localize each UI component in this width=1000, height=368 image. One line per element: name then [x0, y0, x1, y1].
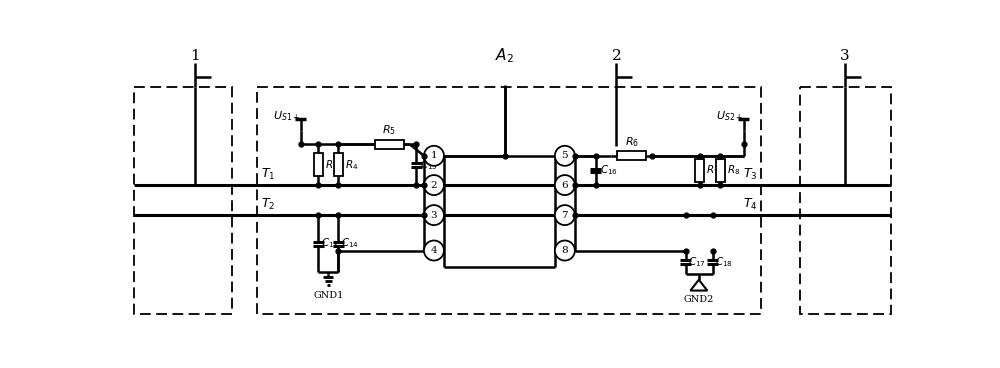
- Text: $U_{S1+}$: $U_{S1+}$: [273, 109, 300, 123]
- Circle shape: [555, 175, 575, 195]
- Bar: [800, 86, 891, 314]
- Text: 4: 4: [431, 246, 437, 255]
- Text: 3: 3: [431, 210, 437, 220]
- Text: $R_4$: $R_4$: [345, 158, 358, 171]
- Text: 1: 1: [431, 151, 437, 160]
- Text: 3: 3: [840, 49, 850, 63]
- Text: 7: 7: [562, 210, 568, 220]
- Text: 5: 5: [562, 151, 568, 160]
- Text: GND2: GND2: [684, 295, 714, 304]
- Text: GND1: GND1: [313, 291, 344, 300]
- Text: $C_{15}$: $C_{15}$: [420, 158, 438, 171]
- Text: $U_{S2+}$: $U_{S2+}$: [716, 109, 743, 123]
- Text: $C_{18}$: $C_{18}$: [715, 255, 733, 269]
- Text: 1: 1: [190, 49, 200, 63]
- Text: $C_{14}$: $C_{14}$: [341, 237, 359, 251]
- Text: $C_{17}$: $C_{17}$: [688, 255, 706, 269]
- Bar: [617, 151, 646, 160]
- Circle shape: [424, 146, 444, 166]
- Bar: [375, 139, 404, 149]
- Bar: [334, 153, 343, 176]
- Text: $R_8$: $R_8$: [727, 163, 740, 177]
- Circle shape: [424, 205, 444, 225]
- Circle shape: [555, 205, 575, 225]
- Bar: [695, 159, 704, 182]
- Text: $A_2$: $A_2$: [495, 46, 514, 65]
- Circle shape: [424, 241, 444, 261]
- Text: 2: 2: [612, 49, 621, 63]
- Bar: [134, 86, 232, 314]
- Text: $T_2$: $T_2$: [261, 197, 275, 212]
- Text: 8: 8: [562, 246, 568, 255]
- Text: $C_{13}$: $C_{13}$: [321, 237, 339, 251]
- Circle shape: [555, 241, 575, 261]
- Text: 2: 2: [431, 181, 437, 190]
- Text: $R_7$: $R_7$: [706, 163, 719, 177]
- Text: $R_3$: $R_3$: [325, 158, 338, 171]
- Bar: [314, 153, 323, 176]
- Text: $R_6$: $R_6$: [625, 135, 639, 149]
- Text: $T_4$: $T_4$: [743, 197, 757, 212]
- Circle shape: [424, 175, 444, 195]
- Bar: [716, 159, 725, 182]
- Circle shape: [555, 146, 575, 166]
- Text: 6: 6: [562, 181, 568, 190]
- Text: $T_3$: $T_3$: [743, 167, 757, 182]
- Bar: [257, 86, 761, 314]
- Text: $R_5$: $R_5$: [382, 124, 396, 137]
- Text: $T_1$: $T_1$: [261, 167, 275, 182]
- Text: $C_{16}$: $C_{16}$: [600, 163, 617, 177]
